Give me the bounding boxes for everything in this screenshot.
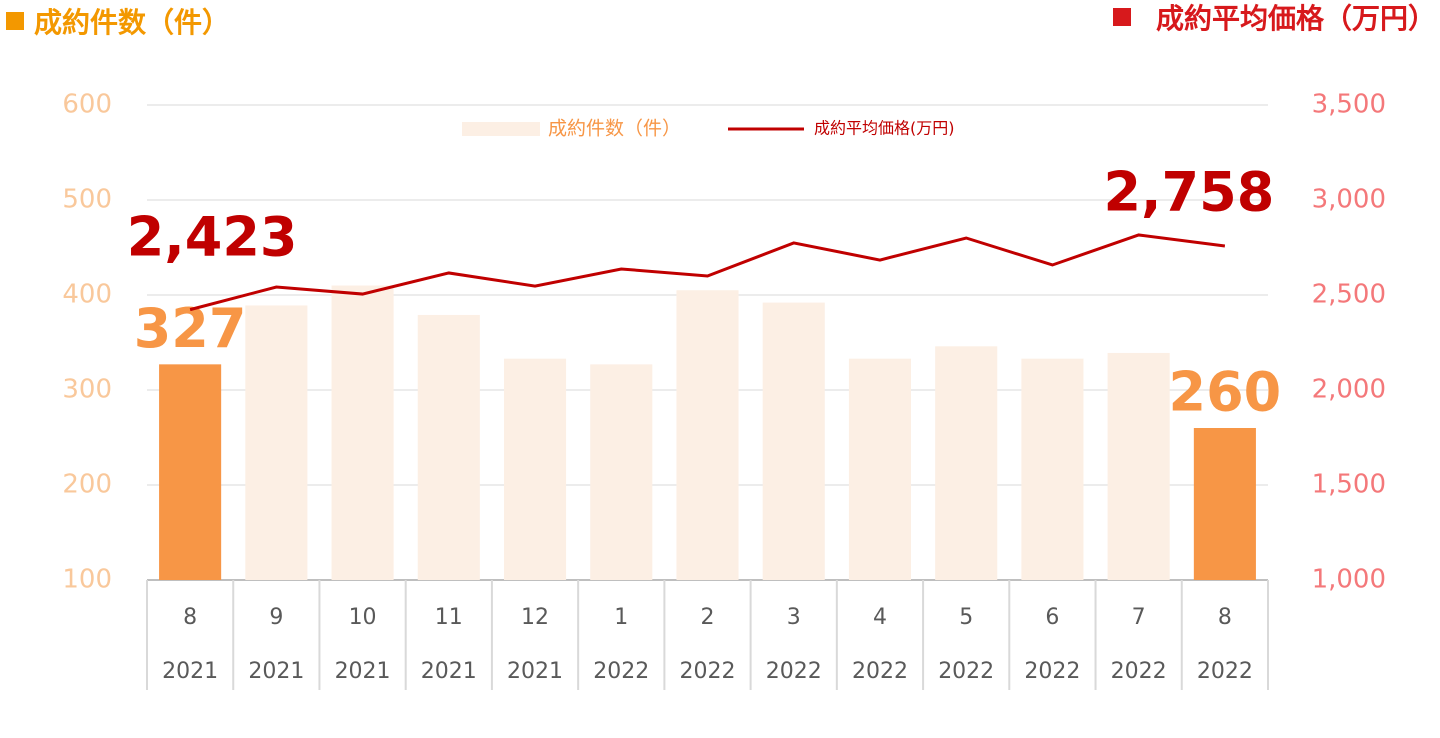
x-tick-label: 8 xyxy=(1218,605,1232,630)
y2-axis-title: 成約平均価格（万円） xyxy=(1156,2,1436,35)
bar xyxy=(159,364,222,580)
y2-tick-label: 2,500 xyxy=(1312,280,1386,310)
legend-swatch xyxy=(462,122,540,136)
x-tick-label: 12 xyxy=(521,605,549,630)
x-tick-label: 9 xyxy=(269,605,283,630)
y2-tick-label: 1,000 xyxy=(1312,565,1386,595)
x-tick-year: 2022 xyxy=(938,659,994,684)
x-tick-label: 5 xyxy=(959,605,973,630)
legend-label: 成約平均価格(万円) xyxy=(814,119,955,138)
x-tick-year: 2022 xyxy=(852,659,908,684)
bar xyxy=(1193,428,1256,580)
x-tick-year: 2021 xyxy=(507,659,563,684)
bar xyxy=(331,285,394,580)
y-tick-label: 400 xyxy=(62,280,112,310)
y-tick-label: 500 xyxy=(62,185,112,215)
x-tick-year: 2022 xyxy=(1111,659,1167,684)
y-axis-title: 成約件数（件） xyxy=(34,6,230,39)
y-tick-label: 300 xyxy=(62,375,112,405)
x-tick-year: 2022 xyxy=(1197,659,1253,684)
bar xyxy=(417,314,480,580)
bar xyxy=(503,358,567,580)
bar xyxy=(590,364,653,580)
bar xyxy=(848,358,912,580)
legend-label: 成約件数（件） xyxy=(548,118,681,140)
plot: 327 260 2,423 2,758 xyxy=(127,161,1282,580)
x-tick-year: 2021 xyxy=(421,659,477,684)
y2-tick-label: 2,000 xyxy=(1312,375,1386,405)
line-value-label: 2,423 xyxy=(127,205,298,268)
bar xyxy=(245,305,308,580)
x-tick-year: 2022 xyxy=(766,659,822,684)
y-tick-label: 100 xyxy=(62,565,112,595)
line-value-label: 2,758 xyxy=(1103,161,1274,224)
x-tick-year: 2022 xyxy=(680,659,736,684)
x-tick-label: 7 xyxy=(1132,605,1146,630)
x-tick-label: 4 xyxy=(873,605,887,630)
y2-tick-label: 1,500 xyxy=(1312,470,1386,500)
y-tick-label: 200 xyxy=(62,470,112,500)
x-tick-label: 10 xyxy=(349,605,377,630)
y2-label-icon xyxy=(1113,8,1131,26)
bar xyxy=(676,290,739,580)
y-tick-label: 600 xyxy=(62,90,112,120)
x-tick-label: 1 xyxy=(614,605,628,630)
x-tick-year: 2021 xyxy=(248,659,304,684)
x-tick-label: 3 xyxy=(787,605,801,630)
x-tick-year: 2021 xyxy=(335,659,391,684)
x-tick-label: 11 xyxy=(435,605,463,630)
bar xyxy=(935,346,998,580)
line xyxy=(189,233,1226,312)
bar xyxy=(1107,352,1170,580)
bar xyxy=(762,302,825,580)
x-tick-label: 8 xyxy=(183,605,197,630)
y2-tick-label: 3,000 xyxy=(1312,185,1386,215)
x-tick-label: 6 xyxy=(1045,605,1059,630)
x-tick-label: 2 xyxy=(701,605,715,630)
y-label-icon xyxy=(6,12,24,30)
bar xyxy=(1021,358,1084,580)
bar-value-label: 260 xyxy=(1169,361,1282,424)
x-tick-year: 2021 xyxy=(162,659,218,684)
x-tick-year: 2022 xyxy=(1024,659,1080,684)
y2-tick-label: 3,500 xyxy=(1312,90,1386,120)
x-tick-year: 2022 xyxy=(593,659,649,684)
bar-value-label: 327 xyxy=(134,297,247,360)
